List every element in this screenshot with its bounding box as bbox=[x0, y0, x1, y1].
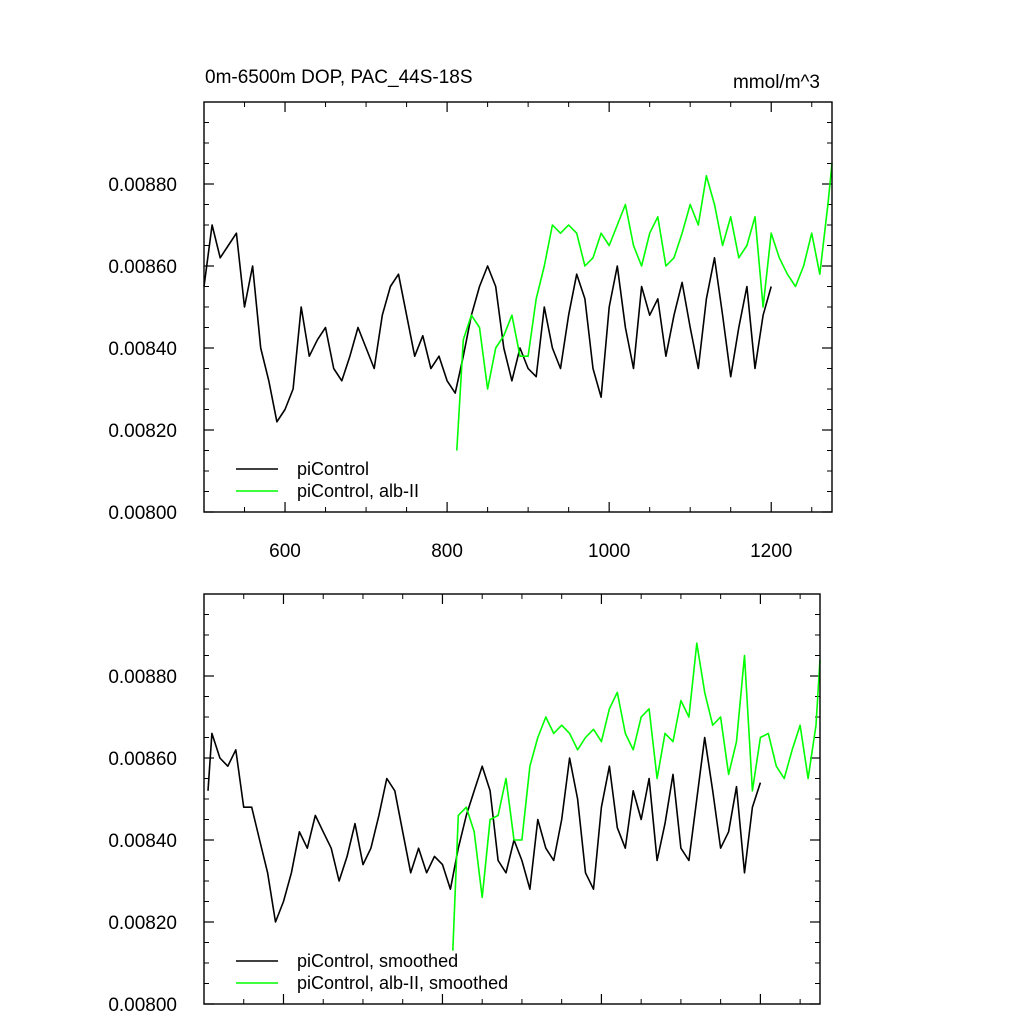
top-panel-title: 0m-6500m DOP, PAC_44S-18S bbox=[205, 67, 473, 88]
legend-label-picontrol-alb-ii-smoothed: piControl, alb-II, smoothed bbox=[297, 973, 508, 993]
bottom-panel-frame bbox=[203, 593, 821, 1005]
y-tick-label: 0.00800 bbox=[108, 503, 177, 524]
x-tick-label: 600 bbox=[269, 541, 301, 562]
legend-label-picontrol: piControl bbox=[297, 459, 369, 479]
y-tick-label: 0.00800 bbox=[108, 995, 177, 1016]
legend-label-picontrol-smoothed: piControl, smoothed bbox=[297, 951, 458, 971]
series-line-picontrol-alb-ii bbox=[456, 163, 833, 451]
top-panel-ticks: 0.00800 0.00820 0.00840 0.00860 0.00880 600 80… bbox=[108, 101, 832, 562]
x-tick-label: 1200 bbox=[750, 541, 792, 562]
top-panel-units: mmol/m^3 bbox=[733, 72, 820, 93]
legend-label-picontrol-alb-ii: piControl, alb-II bbox=[297, 481, 419, 501]
series-line-picontrol-smoothed bbox=[207, 732, 762, 923]
series-line-picontrol-alb-ii-smoothed bbox=[452, 642, 821, 951]
y-tick-label: 0.00840 bbox=[108, 339, 177, 360]
x-tick-label: 800 bbox=[431, 541, 463, 562]
y-tick-label: 0.00820 bbox=[108, 913, 177, 934]
top-panel-frame bbox=[203, 101, 833, 513]
top-panel-series bbox=[203, 163, 833, 451]
bottom-panel-ticks: 0.00800 0.00820 0.00840 0.00860 0.00880 bbox=[108, 593, 820, 1016]
y-tick-label: 0.00880 bbox=[108, 175, 177, 196]
y-tick-label: 0.00860 bbox=[108, 749, 177, 770]
y-tick-label: 0.00860 bbox=[108, 257, 177, 278]
y-tick-label: 0.00820 bbox=[108, 421, 177, 442]
y-tick-label: 0.00880 bbox=[108, 667, 177, 688]
top-panel-legend: piControl piControl, alb-II bbox=[236, 459, 419, 501]
bottom-panel-legend: piControl, smoothed piControl, alb-II, s… bbox=[236, 951, 508, 993]
series-line-picontrol bbox=[203, 224, 772, 423]
bottom-panel-series bbox=[207, 642, 821, 951]
x-tick-label: 1000 bbox=[588, 541, 630, 562]
y-tick-label: 0.00840 bbox=[108, 831, 177, 852]
